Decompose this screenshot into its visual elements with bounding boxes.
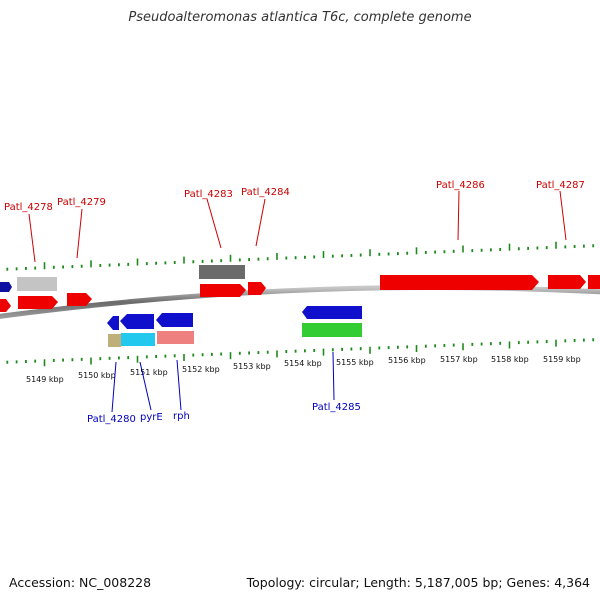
- gene-arrow[interactable]: [156, 313, 193, 327]
- gene-arrow[interactable]: [120, 314, 154, 329]
- genome-summary-text: Topology: circular; Length: 5,187,005 bp…: [246, 575, 590, 590]
- gene-arrow[interactable]: [107, 316, 119, 330]
- scale-label: 5156 kbp: [388, 356, 426, 365]
- scale-label: 5159 kbp: [543, 355, 581, 364]
- gene-label-patl-4279[interactable]: Patl_4279: [57, 197, 106, 208]
- scale-label: 5155 kbp: [336, 358, 374, 367]
- scale-label: 5151 kbp: [130, 368, 168, 377]
- top-tick-track: [6, 241, 595, 271]
- gene-block[interactable]: [302, 323, 362, 337]
- gene-block[interactable]: [121, 333, 155, 346]
- gene-label-patl-4286[interactable]: Patl_4286: [436, 180, 485, 191]
- accession-text: Accession: NC_008228: [9, 575, 152, 590]
- scale-labels: 5149 kbp 5150 kbp 5151 kbp 5152 kbp 5153…: [26, 355, 581, 384]
- reverse-strand-genes: [107, 306, 362, 347]
- gene-arrow[interactable]: [0, 282, 12, 292]
- map-title: Pseudoalteromonas atlantica T6c, complet…: [128, 10, 472, 25]
- gene-arrow[interactable]: [0, 299, 11, 312]
- scale-label: 5153 kbp: [233, 362, 271, 371]
- gene-label-patl-4283[interactable]: Patl_4283: [184, 189, 233, 200]
- gene-block[interactable]: [199, 265, 245, 279]
- gene-label-patl-4285[interactable]: Patl_4285: [312, 402, 361, 413]
- scale-label: 5149 kbp: [26, 375, 64, 384]
- gene-label-pyre[interactable]: pyrE: [140, 412, 163, 423]
- gene-block[interactable]: [17, 277, 57, 291]
- gene-label-rph[interactable]: rph: [173, 411, 190, 422]
- gene-label-patl-4287[interactable]: Patl_4287: [536, 180, 585, 191]
- forward-callouts: [28, 190, 567, 263]
- forward-inner-genes: [0, 282, 266, 312]
- gene-arrow[interactable]: [18, 296, 58, 309]
- scale-label: 5152 kbp: [182, 365, 220, 374]
- gene-block[interactable]: [108, 334, 121, 347]
- forward-gene-labels: Patl_4278 Patl_4279 Patl_4283 Patl_4284 …: [4, 180, 585, 213]
- scale-label: 5158 kbp: [491, 355, 529, 364]
- gene-block[interactable]: [588, 275, 600, 289]
- forward-strand-genes: [0, 265, 600, 292]
- gene-label-patl-4280[interactable]: Patl_4280: [87, 414, 136, 425]
- gene-label-patl-4284[interactable]: Patl_4284: [241, 187, 290, 198]
- reverse-callouts: [111, 351, 335, 413]
- genome-backbone: [0, 285, 600, 319]
- gene-label-patl-4278[interactable]: Patl_4278: [4, 202, 53, 213]
- gene-arrow[interactable]: [302, 306, 362, 319]
- gene-arrow[interactable]: [200, 284, 246, 297]
- bottom-tick-track: [6, 338, 595, 367]
- gene-arrow[interactable]: [380, 275, 539, 290]
- gene-arrow[interactable]: [548, 275, 586, 289]
- scale-label: 5150 kbp: [78, 371, 116, 380]
- gene-arrow[interactable]: [248, 282, 266, 295]
- gene-block[interactable]: [157, 331, 194, 344]
- gene-arrow[interactable]: [67, 293, 92, 306]
- scale-label: 5154 kbp: [284, 359, 322, 368]
- scale-label: 5157 kbp: [440, 355, 478, 364]
- reverse-gene-labels: Patl_4280 pyrE rph Patl_4285: [87, 402, 361, 425]
